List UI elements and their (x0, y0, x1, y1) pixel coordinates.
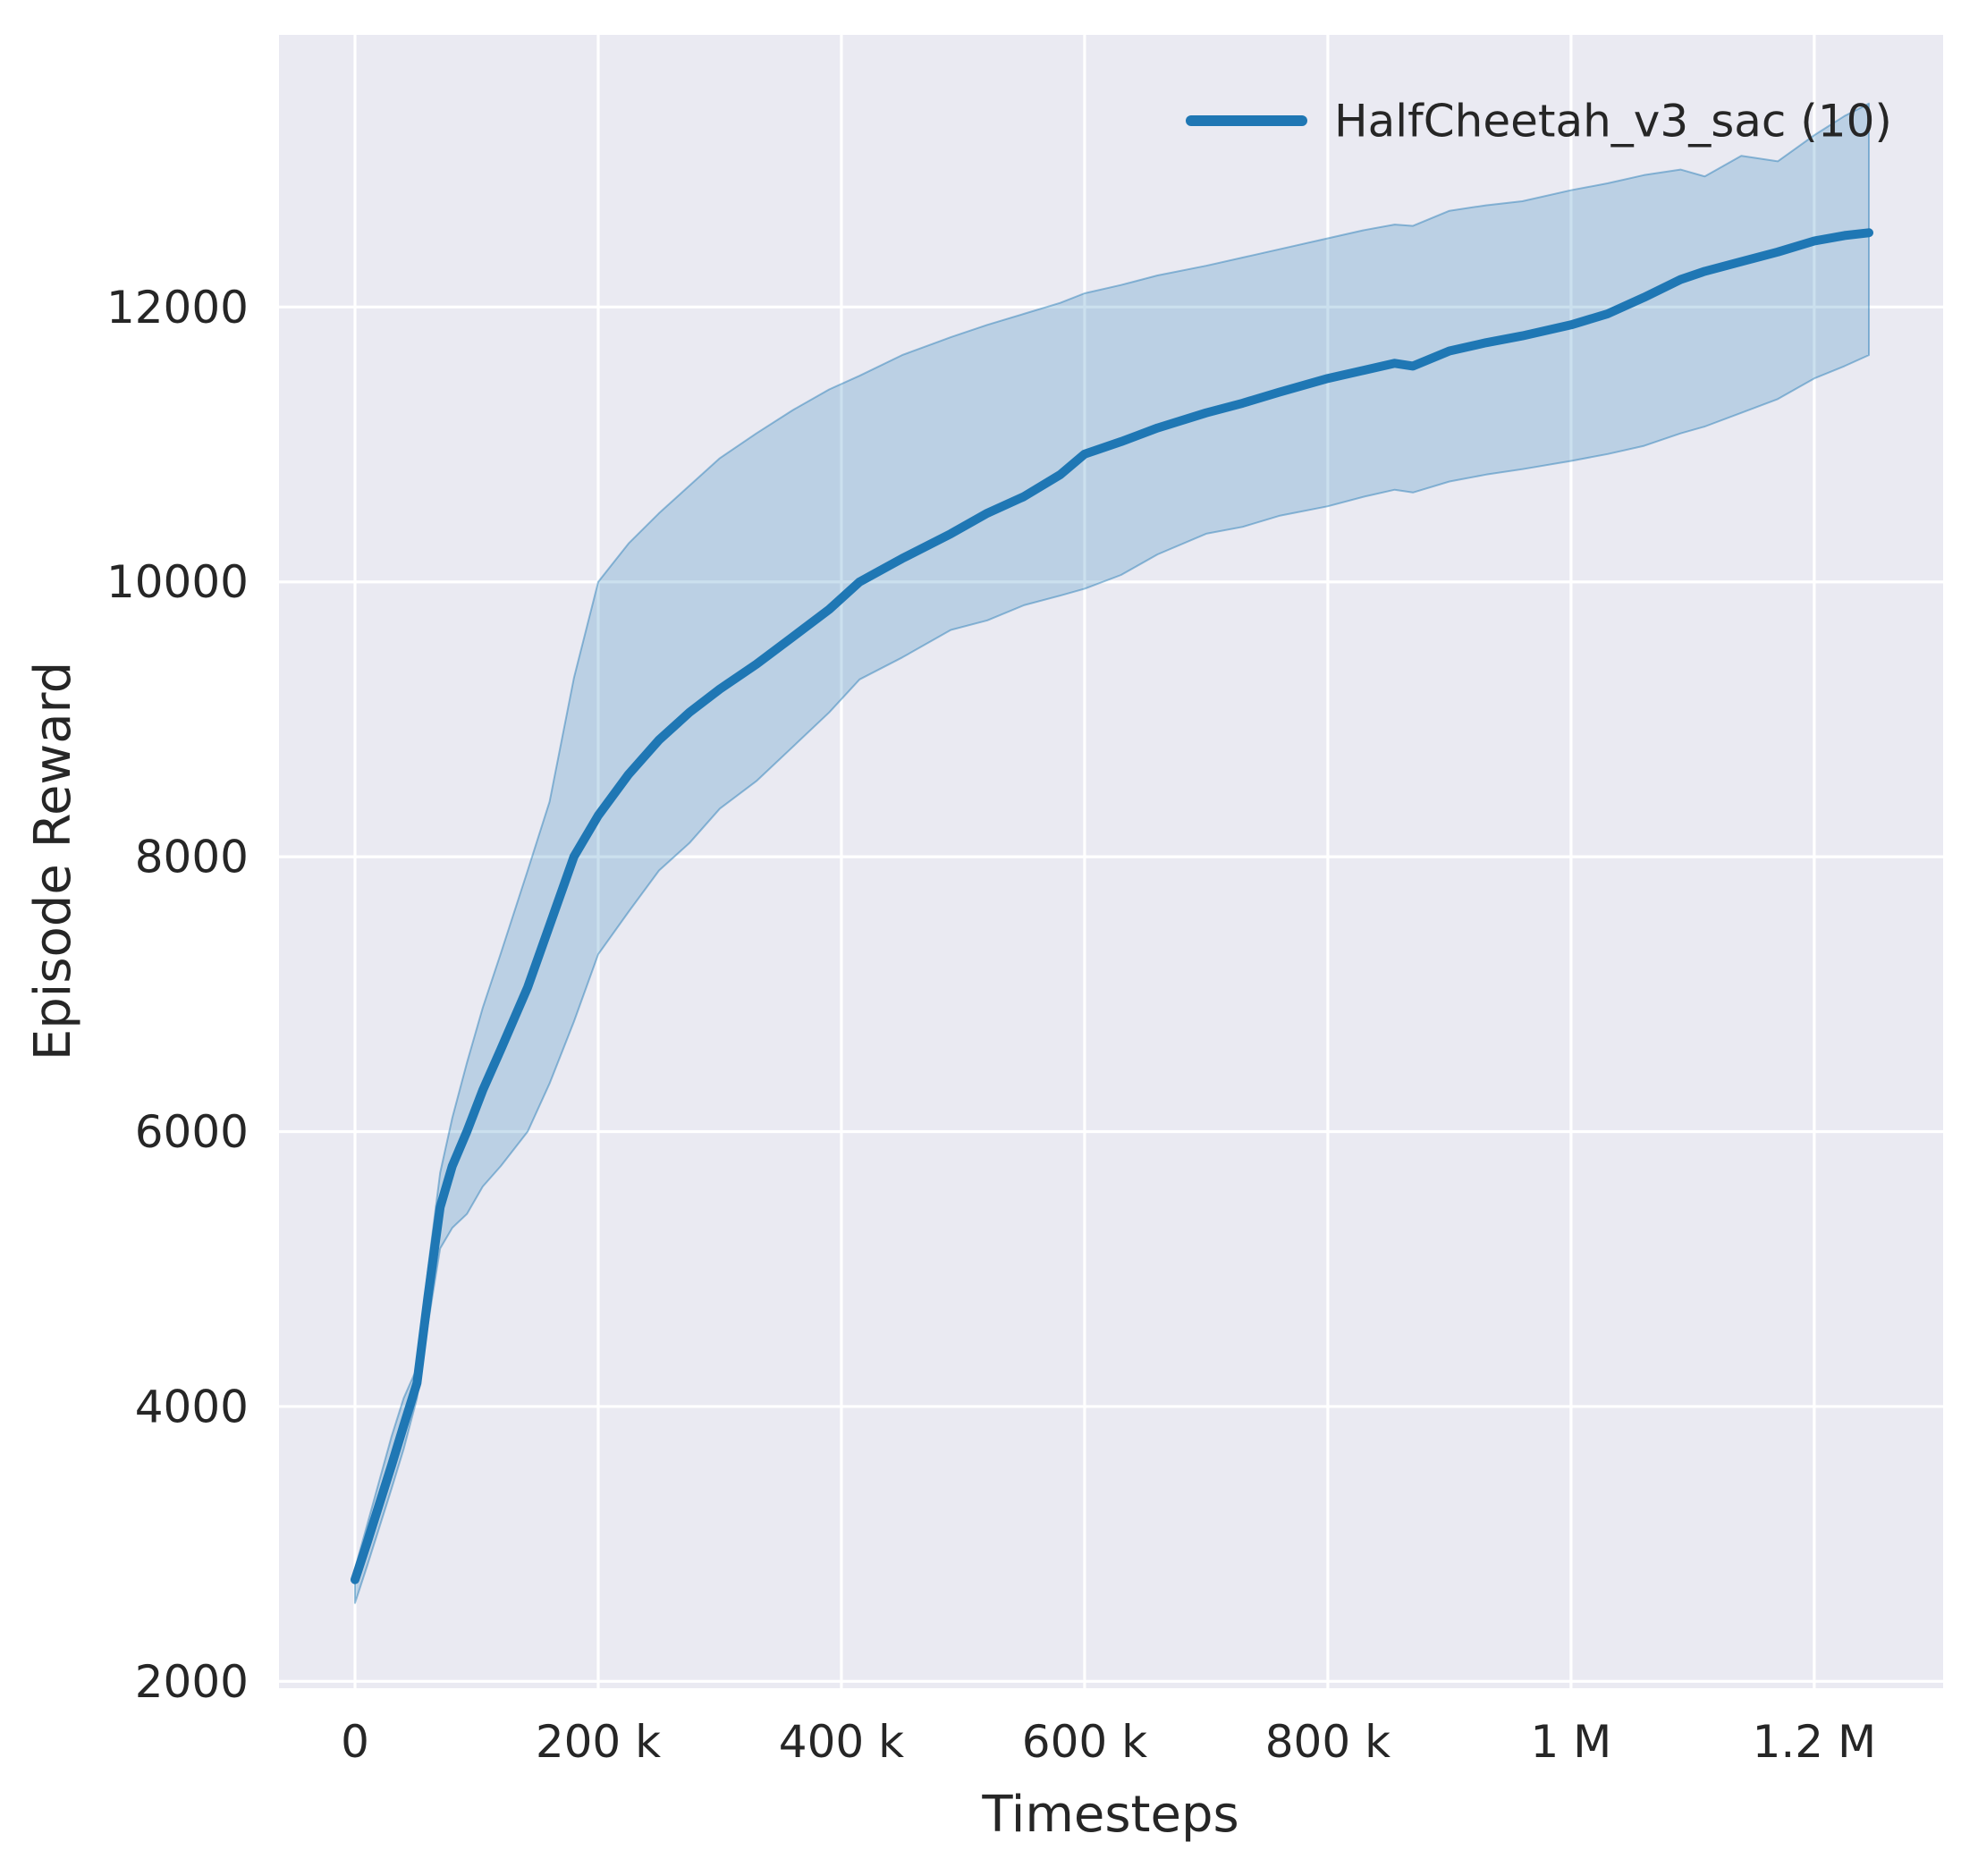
x-tick-label: 600 k (1022, 1716, 1147, 1768)
x-tick-label: 400 k (779, 1716, 904, 1768)
y-axis-label: Episode Reward (24, 662, 82, 1061)
y-tick-label: 4000 (135, 1381, 249, 1432)
x-tick-label: 800 k (1265, 1716, 1391, 1768)
x-axis-label: Timesteps (981, 1786, 1238, 1844)
y-tick-label: 2000 (135, 1656, 249, 1708)
y-tick-label: 10000 (106, 556, 249, 608)
x-tick-label: 200 k (536, 1716, 661, 1768)
legend: HalfCheetah_v3_sac (10) (1186, 96, 1892, 148)
x-tick-label: 0 (341, 1716, 369, 1768)
confidence-band (354, 102, 1870, 1604)
y-tick-label: 8000 (135, 832, 249, 883)
x-tick-label: 1.2 M (1753, 1716, 1877, 1768)
grid (279, 35, 1943, 1688)
y-tick-label: 12000 (106, 282, 249, 334)
y-tick-label: 6000 (135, 1106, 249, 1158)
plot-background (279, 35, 1943, 1688)
x-tick-label: 1 M (1530, 1716, 1611, 1768)
series-line (351, 228, 1873, 1584)
legend-label: HalfCheetah_v3_sac (10) (1334, 96, 1892, 148)
